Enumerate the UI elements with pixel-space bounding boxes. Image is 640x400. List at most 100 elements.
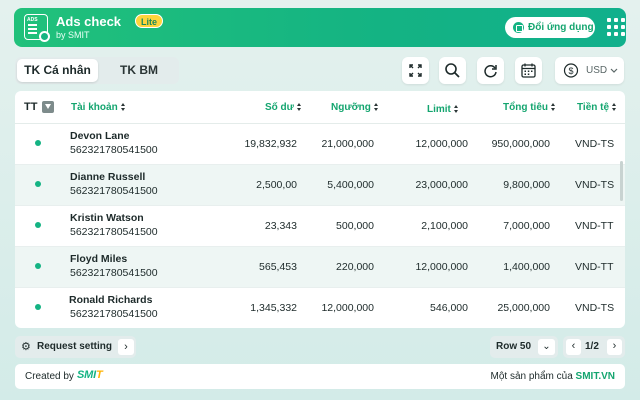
table-row[interactable]: Dianne Russell 562321780541500 2,500,00 … [15,165,625,206]
calendar-button[interactable] [515,57,542,84]
product-of-text: Một sản phẩm của SMIT.VN [490,371,616,382]
sort-icon [551,103,556,111]
threshold-cell: 500,000 [336,220,374,232]
svg-text:$: $ [568,66,573,76]
sort-icon [373,103,379,111]
gear-icon: ⚙ [21,341,31,353]
sort-icon [120,103,126,111]
lite-badge: Lite [135,14,164,28]
header-total-spend[interactable]: Tổng tiêu [503,102,556,113]
balance-cell: 2,500,00 [256,179,297,191]
account-id: 562321780541500 [70,226,158,238]
balance-cell: 565,453 [259,261,297,273]
account-name: Ronald Richards [69,294,153,306]
rows-per-page-select[interactable]: Row 50 ⌄ [490,336,558,358]
created-by-label: Created by [25,371,74,382]
header-balance[interactable]: Số dư [265,102,302,113]
threshold-cell: 12,000,000 [321,302,374,314]
account-id: 562321780541500 [70,185,158,197]
balance-cell: 1,345,332 [250,302,297,314]
filter-icon[interactable] [42,101,54,113]
currency-cell: VND-TS [575,138,615,150]
sort-icon [612,103,617,111]
status-dot [35,140,41,146]
footer: Created by SMIT Một sản phẩm của SMIT.VN [15,364,625,389]
header-limit[interactable]: Limit [427,104,459,115]
ads-check-logo-icon: ADS [24,14,50,42]
switch-app-label: Đổi ứng dụng [528,22,594,33]
request-setting-button[interactable]: ⚙ Request setting › [15,336,136,358]
fullscreen-icon [409,64,422,77]
balance-cell: 19,832,932 [244,138,297,150]
limit-cell: 12,000,000 [415,138,468,150]
total-spend-cell: 950,000,000 [491,138,550,150]
tab-personal-accounts[interactable]: TK Cá nhân [17,59,98,82]
dollar-icon: $ [563,63,579,78]
status-dot [35,222,41,228]
sort-icon [453,105,459,113]
account-name: Floyd Miles [70,253,128,265]
tab-bm-accounts[interactable]: TK BM [120,63,158,77]
total-spend-cell: 7,000,000 [503,220,550,232]
total-spend-cell: 9,800,000 [503,179,550,191]
chevron-down-icon: ⌄ [538,339,555,355]
account-id: 562321780541500 [70,144,158,156]
currency-value: USD [586,65,608,76]
switch-app-icon [513,22,524,33]
page-indicator: 1/2 [585,341,599,352]
account-name: Dianne Russell [70,171,146,183]
header-currency[interactable]: Tiền tệ [577,102,617,113]
threshold-cell: 21,000,000 [321,138,374,150]
next-page-button[interactable]: › [607,339,622,355]
pagination: ‹ 1/2 › [563,336,625,358]
currency-cell: VND-TT [575,220,614,232]
refresh-button[interactable] [477,57,504,84]
chevron-down-icon [610,68,618,73]
account-name: Devon Lane [70,130,130,142]
rows-per-page-value: Row 50 [496,341,532,352]
table-scrollbar[interactable] [620,161,623,201]
currency-select[interactable]: $ USD [555,57,624,84]
table-row[interactable]: Devon Lane 562321780541500 19,832,932 21… [15,124,625,165]
chevron-right-icon: › [118,339,134,355]
limit-cell: 2,100,000 [421,220,468,232]
currency-cell: VND-TS [575,302,615,314]
smit-logo[interactable]: SMIT [77,369,103,381]
header-account[interactable]: Tài khoản [71,102,126,113]
status-dot [35,263,41,269]
fullscreen-button[interactable] [402,57,429,84]
refresh-icon [484,65,497,78]
app-title: Ads check [56,14,122,29]
accounts-table: TT Tài khoản Số dư Ngưỡng Limit Tổng tiê… [15,91,625,328]
app-byline: by SMIT [56,30,90,40]
status-dot [35,304,41,310]
switch-app-button[interactable]: Đổi ứng dụng [505,17,595,38]
smit-vn-link[interactable]: SMIT.VN [575,371,615,382]
search-button[interactable] [439,57,466,84]
currency-cell: VND-TT [575,261,614,273]
search-icon [445,63,460,78]
sort-icon [296,103,302,111]
header-threshold[interactable]: Ngưỡng [331,102,379,113]
threshold-cell: 5,400,000 [327,179,374,191]
limit-cell: 546,000 [430,302,468,314]
request-setting-label: Request setting [37,341,113,352]
account-name: Kristin Watson [70,212,144,224]
header-status: TT [24,101,38,113]
account-id: 562321780541500 [70,267,158,279]
prev-page-button[interactable]: ‹ [566,339,581,355]
total-spend-cell: 25,000,000 [497,302,550,314]
account-type-tabs: TK Cá nhân TK BM [15,57,179,84]
table-row[interactable]: Ronald Richards 562321780541500 1,345,33… [15,288,625,328]
app-header: ADS Ads check Lite by SMIT Đổi ứng dụng [14,8,626,47]
table-header: TT Tài khoản Số dư Ngưỡng Limit Tổng tiê… [15,91,625,124]
balance-cell: 23,343 [264,220,297,232]
apps-grid-icon[interactable] [607,18,626,37]
limit-cell: 23,000,000 [415,179,468,191]
threshold-cell: 220,000 [336,261,374,273]
status-dot [35,181,41,187]
calendar-icon [521,63,536,78]
limit-cell: 12,000,000 [415,261,468,273]
table-row[interactable]: Floyd Miles 562321780541500 565,453 220,… [15,247,625,288]
table-row[interactable]: Kristin Watson 562321780541500 23,343 50… [15,206,625,247]
